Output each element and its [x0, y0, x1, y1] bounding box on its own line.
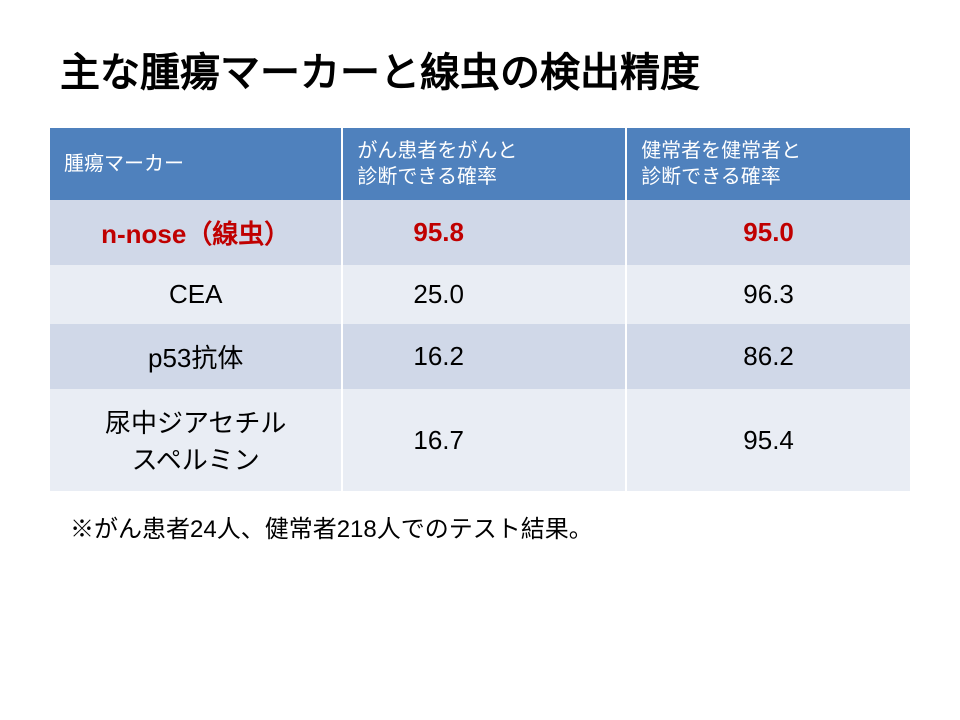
cell-marker: p53抗体 — [50, 324, 342, 389]
cell-specificity: 95.0 — [626, 200, 910, 265]
cell-sensitivity: 16.7 — [342, 389, 626, 491]
cell-specificity: 96.3 — [626, 265, 910, 324]
cell-sensitivity: 95.8 — [342, 200, 626, 265]
slide-title: 主な腫瘍マーカーと線虫の検出精度 — [50, 40, 910, 98]
cell-specificity: 95.4 — [626, 389, 910, 491]
table-body: n-nose（線虫）95.895.0CEA25.096.3p53抗体16.286… — [50, 200, 910, 491]
comparison-table: 腫瘍マーカー がん患者をがんと診断できる確率 健常者を健常者と診断できる確率 n… — [50, 128, 910, 491]
table-row: n-nose（線虫）95.895.0 — [50, 200, 910, 265]
table-row: CEA25.096.3 — [50, 265, 910, 324]
cell-marker: 尿中ジアセチルスペルミン — [50, 389, 342, 491]
table-row: 尿中ジアセチルスペルミン16.795.4 — [50, 389, 910, 491]
header-marker: 腫瘍マーカー — [50, 128, 342, 200]
slide: 主な腫瘍マーカーと線虫の検出精度 腫瘍マーカー がん患者をがんと診断できる確率 … — [0, 0, 960, 720]
cell-marker: n-nose（線虫） — [50, 200, 342, 265]
header-sensitivity: がん患者をがんと診断できる確率 — [342, 128, 626, 200]
cell-marker: CEA — [50, 265, 342, 324]
table-header: 腫瘍マーカー がん患者をがんと診断できる確率 健常者を健常者と診断できる確率 — [50, 128, 910, 200]
footnote: ※がん患者24人、健常者218人でのテスト結果。 — [50, 509, 910, 544]
cell-specificity: 86.2 — [626, 324, 910, 389]
cell-sensitivity: 16.2 — [342, 324, 626, 389]
header-specificity: 健常者を健常者と診断できる確率 — [626, 128, 910, 200]
cell-sensitivity: 25.0 — [342, 265, 626, 324]
table-row: p53抗体16.286.2 — [50, 324, 910, 389]
